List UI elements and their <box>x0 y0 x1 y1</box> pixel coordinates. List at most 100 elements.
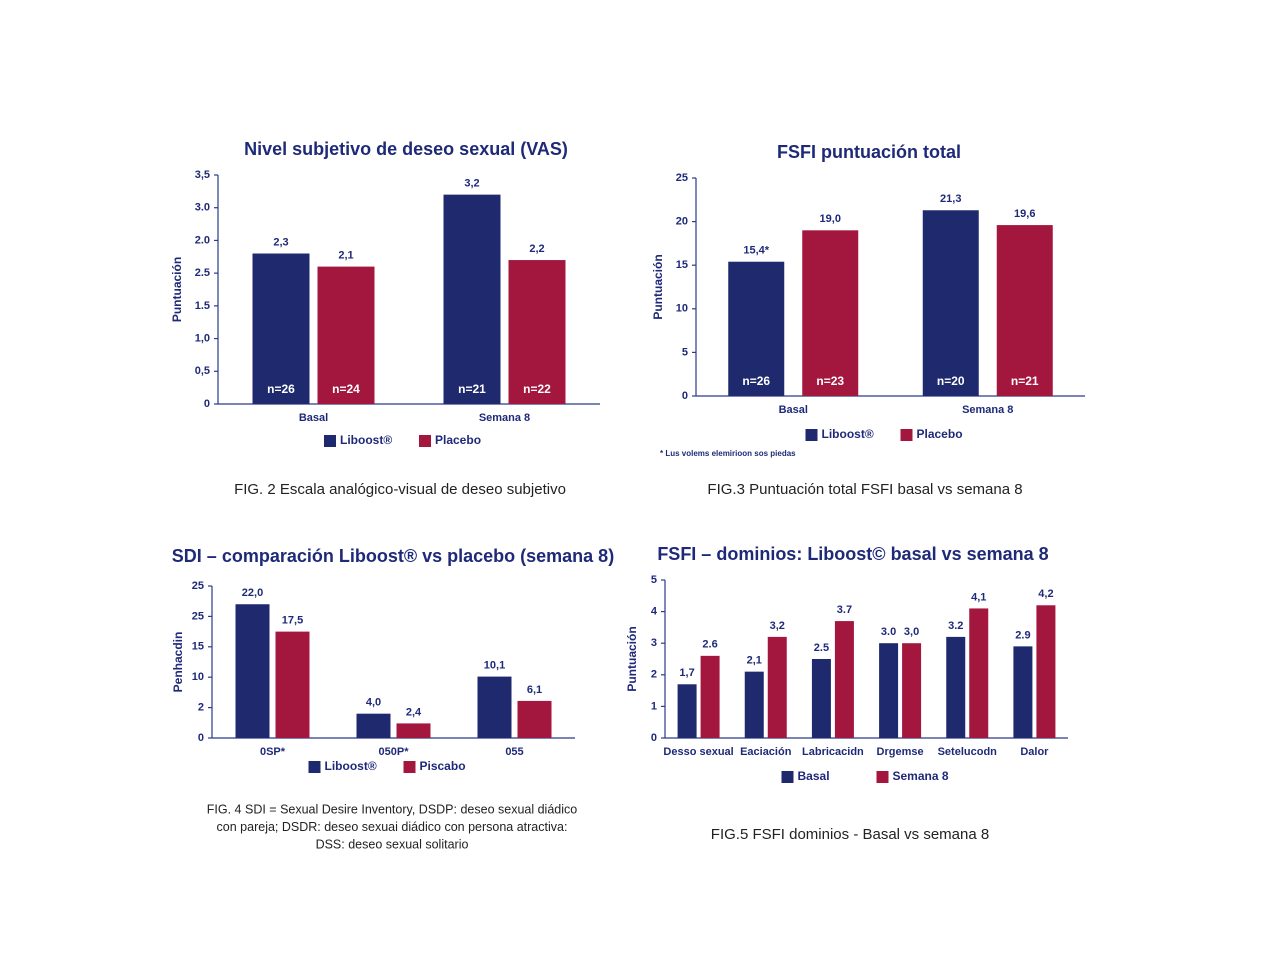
legend-label: Placebo <box>435 433 481 447</box>
bar <box>728 261 785 396</box>
n-label: n=26 <box>267 382 295 396</box>
n-label: n=23 <box>816 374 844 388</box>
y-axis-label: Puntuación <box>170 257 184 322</box>
x-tick-label: Desso sexual <box>663 746 733 758</box>
n-label: n=20 <box>937 374 965 388</box>
y-tick-label: 15 <box>676 259 688 271</box>
value-label: 3.7 <box>837 604 852 616</box>
x-tick-label: Labricacidn <box>802 746 864 758</box>
x-tick-label: Drgemse <box>877 746 924 758</box>
y-tick-label: 2 <box>198 702 204 714</box>
n-label: n=21 <box>1011 374 1039 388</box>
legend-swatch <box>419 435 431 447</box>
chart-title: SDI – comparación Liboost® vs placebo (s… <box>172 546 614 566</box>
x-tick-label: Semana 8 <box>962 404 1013 416</box>
x-tick-label: Dalor <box>1020 746 1049 758</box>
value-label: 22,0 <box>242 587 263 599</box>
y-tick-label: 25 <box>192 580 204 592</box>
bar <box>443 194 501 404</box>
value-label: 2,1 <box>338 250 353 262</box>
bar <box>1036 605 1056 738</box>
bar <box>922 210 979 396</box>
value-label: 2,1 <box>747 655 762 667</box>
value-label: 2.6 <box>702 639 717 651</box>
legend-swatch <box>308 761 321 773</box>
y-axis-label: Puntuación <box>625 626 639 691</box>
bar <box>252 253 310 404</box>
value-label: 6,1 <box>527 684 542 696</box>
y-tick-label: 3,5 <box>195 169 210 181</box>
legend-label: Liboost® <box>340 433 392 447</box>
x-tick-label: Semana 8 <box>479 412 530 424</box>
bar <box>396 723 431 738</box>
bar <box>317 266 375 404</box>
value-label: 21,3 <box>940 193 961 205</box>
legend-label: Placebo <box>917 427 963 441</box>
bar <box>517 700 552 738</box>
bar <box>996 225 1053 396</box>
y-tick-label: 5 <box>682 346 688 358</box>
bar <box>969 608 989 738</box>
value-label: 19,0 <box>820 213 841 225</box>
x-tick-label: Setelucodn <box>938 746 998 758</box>
value-label: 2,2 <box>529 243 544 255</box>
chart-title: FSFI puntuación total <box>777 142 961 162</box>
value-label: 3.0 <box>881 626 896 638</box>
y-tick-label: 2.5 <box>195 267 210 279</box>
value-label: 19,6 <box>1014 208 1035 220</box>
chart-title: Nivel subjetivo de deseo sexual (VAS) <box>244 139 568 159</box>
value-label: 4,2 <box>1038 588 1053 600</box>
x-tick-label: 0SP* <box>260 746 286 758</box>
legend-swatch <box>781 771 794 783</box>
value-label: 15,4* <box>743 245 769 257</box>
x-tick-label: Eaciación <box>740 746 792 758</box>
bar <box>356 713 391 738</box>
value-label: 17,5 <box>282 615 303 627</box>
y-tick-label: 10 <box>192 671 204 683</box>
y-tick-label: 1.5 <box>195 300 210 312</box>
legend-label: Piscabo <box>420 759 466 773</box>
bar <box>700 655 720 738</box>
bar <box>477 676 512 738</box>
y-tick-label: 0 <box>204 398 210 410</box>
value-label: 2.5 <box>814 642 829 654</box>
caption: DSS: deseo sexual solitario <box>316 837 469 851</box>
bar <box>677 684 697 738</box>
legend-swatch <box>876 771 889 783</box>
legend-label: Liboost® <box>325 759 377 773</box>
value-label: 2,4 <box>406 706 422 718</box>
legend-swatch <box>805 429 818 441</box>
value-label: 3,2 <box>464 178 479 190</box>
x-tick-label: Basal <box>779 404 808 416</box>
n-label: n=24 <box>332 382 360 396</box>
legend-label: Semana 8 <box>893 769 949 783</box>
y-tick-label: 10 <box>676 303 688 315</box>
y-tick-label: 0 <box>651 732 657 744</box>
y-tick-label: 1 <box>651 700 657 712</box>
bar <box>1013 646 1033 738</box>
bar <box>767 636 787 738</box>
bar <box>508 260 566 404</box>
chart-title: FSFI – dominios: Liboost© basal vs seman… <box>657 544 1048 564</box>
bar <box>902 643 922 738</box>
caption: FIG. 2 Escala analógico-visual de deseo … <box>234 481 566 498</box>
y-tick-label: 3 <box>651 637 657 649</box>
y-tick-label: 25 <box>676 172 688 184</box>
y-axis-label: Puntuación <box>651 254 665 319</box>
value-label: 3,2 <box>770 620 785 632</box>
caption: FIG. 4 SDI = Sexual Desire Inventory, DS… <box>207 802 577 816</box>
n-label: n=22 <box>523 382 551 396</box>
footnote: * Lus volems elemirioon sos piedas <box>660 449 796 458</box>
n-label: n=26 <box>742 374 770 388</box>
y-tick-label: 0 <box>198 732 204 744</box>
bar <box>275 631 310 738</box>
bar <box>744 671 764 738</box>
legend-swatch <box>324 435 336 447</box>
value-label: 3,0 <box>904 626 919 638</box>
bar <box>811 659 831 738</box>
caption: FIG.5 FSFI dominios - Basal vs semana 8 <box>711 826 989 843</box>
bar <box>802 230 859 396</box>
y-tick-label: 2.0 <box>195 234 210 246</box>
value-label: 1,7 <box>679 667 694 679</box>
